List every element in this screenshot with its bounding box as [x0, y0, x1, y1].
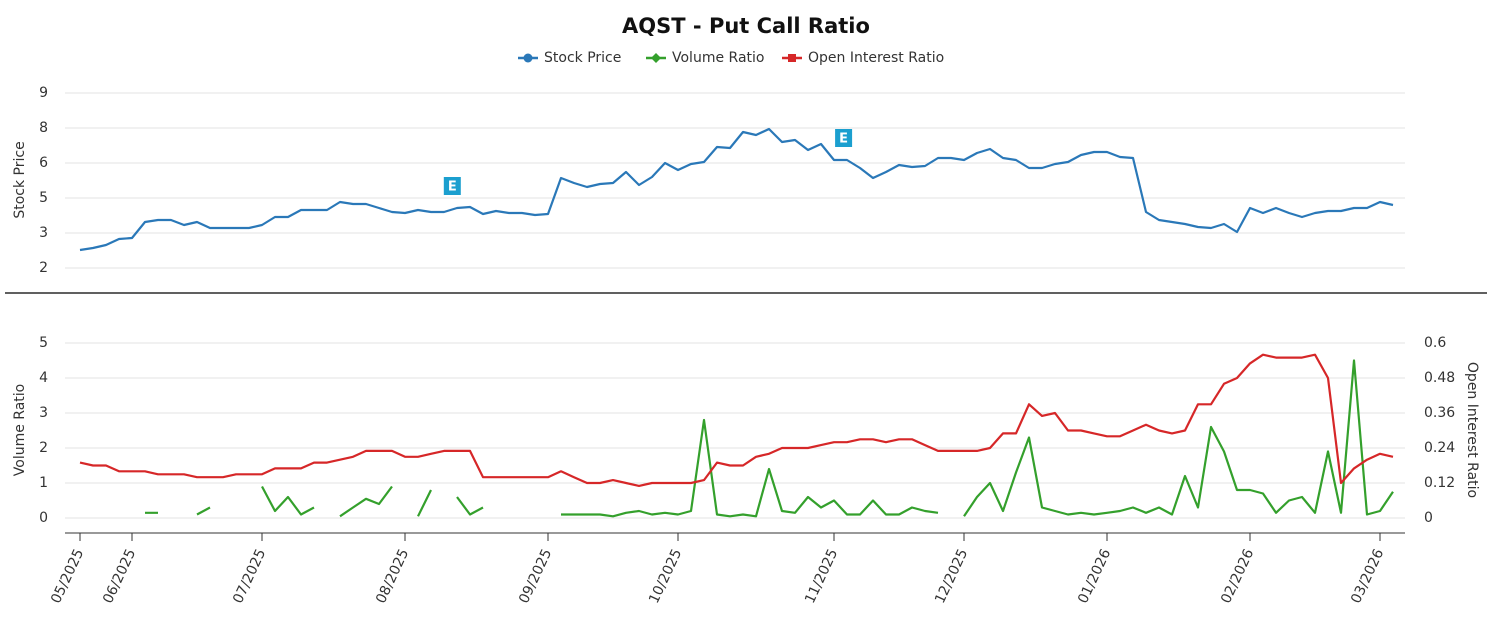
y-tick-label: 2 — [39, 440, 48, 456]
x-tick-label: 01/2026 — [1075, 547, 1114, 607]
chart-title: AQST - Put Call Ratio — [622, 14, 870, 38]
series-line — [145, 359, 1394, 518]
x-tick-label: 06/2025 — [100, 547, 139, 606]
y-tick-label: 0 — [39, 510, 48, 526]
y2-tick-label: 0.6 — [1424, 335, 1446, 351]
y-tick-label: 6 — [39, 155, 48, 171]
x-tick-label: 09/2025 — [516, 547, 555, 606]
y-tick-label: 5 — [39, 190, 48, 206]
legend-marker — [651, 53, 661, 63]
earnings-label: E — [448, 180, 457, 195]
y-tick-label: 3 — [39, 225, 48, 241]
legend-marker — [788, 54, 796, 62]
x-tick-label: 10/2025 — [646, 547, 685, 606]
y-tick-label: 9 — [39, 85, 48, 101]
y2-tick-label: 0.48 — [1424, 370, 1455, 386]
y-tick-label: 8 — [39, 120, 48, 136]
legend-label: Stock Price — [544, 50, 621, 66]
x-tick-label: 12/2025 — [932, 547, 971, 606]
x-tick-label: 02/2026 — [1218, 547, 1257, 607]
x-tick-label: 07/2025 — [230, 547, 269, 606]
legend-marker — [523, 53, 533, 63]
y2-tick-label: 0 — [1424, 510, 1433, 526]
y2-tick-label: 0.36 — [1424, 405, 1455, 421]
legend-label: Open Interest Ratio — [808, 50, 944, 66]
x-tick-label: 08/2025 — [373, 547, 412, 606]
x-tick-label: 03/2026 — [1348, 547, 1387, 607]
x-tick-label: 05/2025 — [48, 547, 87, 606]
y-tick-label: 2 — [39, 260, 48, 276]
y-tick-label: 4 — [39, 370, 48, 386]
legend-label: Volume Ratio — [672, 50, 764, 66]
series-line — [79, 127, 1394, 252]
y2-axis-title: Open Interest Ratio — [1464, 362, 1480, 498]
y-tick-label: 3 — [39, 405, 48, 421]
y2-tick-label: 0.12 — [1424, 475, 1455, 491]
y2-tick-label: 0.24 — [1424, 440, 1455, 456]
y-axis-title: Volume Ratio — [12, 384, 28, 476]
earnings-badge — [835, 129, 853, 147]
x-tick-label: 11/2025 — [802, 547, 841, 606]
earnings-badge — [443, 177, 461, 195]
y-tick-label: 1 — [39, 475, 48, 491]
earnings-label: E — [839, 132, 848, 147]
series-line — [79, 353, 1394, 487]
y-axis-title: Stock Price — [12, 141, 28, 218]
y-tick-label: 5 — [39, 335, 48, 351]
